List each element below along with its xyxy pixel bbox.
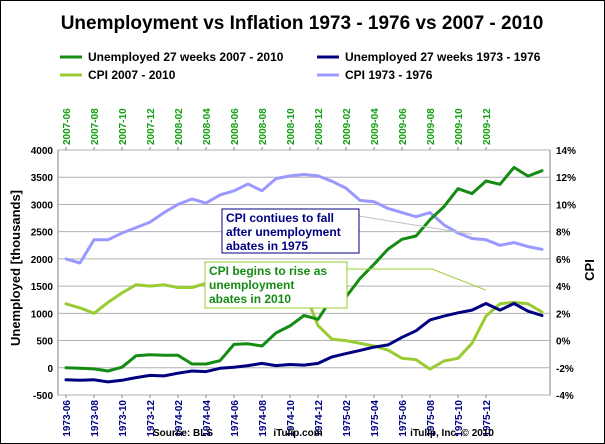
y-axis-left-label: Unemployed [thousands] <box>8 190 23 346</box>
x-top-tick-label: 2009-04 <box>370 108 381 145</box>
y-right-tick-label: 8% <box>556 228 571 239</box>
y-right-tick-label: 6% <box>556 255 571 266</box>
y-left-tick-label: 3000 <box>31 200 54 211</box>
x-bottom-tick-label: 1975-02 <box>342 400 353 437</box>
legend-label: Unemployed 27 weeks 2007 - 2010 <box>88 50 284 64</box>
annotation-leader <box>347 268 487 291</box>
y-right-tick-label: 14% <box>556 146 576 157</box>
y-axis-right-ticks: -4% -2% 0% 2% 4% 6% 8% 10% 12% 14% <box>556 146 576 402</box>
x-axis-top-ticks: 2007-06 2007-08 2007-10 2007-12 2008-02 2008-… <box>62 108 493 150</box>
annotation-leader <box>358 215 473 235</box>
series-lines <box>64 165 544 384</box>
x-axis-bottom-ticks: 1973-06 1973-08 1973-10 1973-12 1974-02 1974-… <box>62 395 493 437</box>
x-top-tick-label: 2009-12 <box>482 108 493 145</box>
x-top-tick-label: 2008-02 <box>174 108 185 145</box>
x-top-tick-label: 2009-08 <box>426 108 437 145</box>
x-bottom-tick-label: 1974-06 <box>230 400 241 437</box>
x-top-tick-label: 2008-04 <box>202 108 213 145</box>
x-top-tick-label: 2007-12 <box>146 108 157 145</box>
x-top-tick-label: 2008-06 <box>230 108 241 145</box>
annotation-text: CPI contiues to fall <box>226 211 334 225</box>
x-top-tick-label: 2008-10 <box>286 108 297 145</box>
y-left-tick-label: 1500 <box>31 282 54 293</box>
series-line-0 <box>64 165 544 373</box>
x-bottom-tick-label: 1975-12 <box>482 400 493 437</box>
annotation-box <box>221 208 360 254</box>
x-top-tick-label: 2009-02 <box>342 108 353 145</box>
x-top-tick-label: 2007-06 <box>62 108 73 145</box>
x-top-tick-label: 2009-06 <box>398 108 409 145</box>
legend-label: CPI 2007 - 2010 <box>88 68 176 82</box>
annotation-text: CPI begins to rise as <box>209 264 327 278</box>
x-bottom-tick-label: 1975-06 <box>398 400 409 437</box>
x-top-tick-label: 2008-08 <box>258 108 269 145</box>
y-right-tick-label: 10% <box>556 200 576 211</box>
x-bottom-tick-label: 1974-04 <box>202 400 213 437</box>
x-top-tick-label: 2007-08 <box>90 108 101 145</box>
annotation-text: abates in 1975 <box>226 239 308 253</box>
x-bottom-tick-label: 1974-12 <box>314 400 325 437</box>
y-axis-right-label: CPI <box>582 259 597 281</box>
y-right-tick-label: 12% <box>556 173 576 184</box>
y-right-tick-label: 0% <box>556 337 571 348</box>
legend: Unemployed 27 weeks 2007 - 2010 Unemploye… <box>60 50 541 82</box>
x-bottom-tick-label: 1973-06 <box>62 400 73 437</box>
y-left-tick-label: -500 <box>33 391 53 402</box>
footer-copyright: iTulip, Inc. © 2010 <box>410 428 494 439</box>
y-left-tick-label: 1000 <box>31 309 54 320</box>
y-right-tick-label: -4% <box>556 391 574 402</box>
x-bottom-tick-label: 1973-10 <box>118 400 129 437</box>
legend-label: Unemployed 27 weeks 1973 - 1976 <box>345 50 541 64</box>
annotation-box <box>204 261 348 309</box>
series-line-1 <box>64 302 544 384</box>
footer-site: iTulip.com <box>273 428 322 439</box>
x-bottom-tick-label: 1975-08 <box>426 400 437 437</box>
x-bottom-tick-label: 1973-12 <box>146 400 157 437</box>
annotation-text: after unemployment <box>226 225 341 239</box>
gridlines <box>58 149 550 396</box>
x-bottom-tick-label: 1973-08 <box>90 400 101 437</box>
x-bottom-tick-label: 1975-10 <box>454 400 465 437</box>
y-left-tick-label: 0 <box>47 364 53 375</box>
x-top-tick-label: 2008-12 <box>314 108 325 145</box>
x-top-tick-label: 2009-10 <box>454 108 465 145</box>
y-right-tick-label: 2% <box>556 309 571 320</box>
y-right-tick-label: 4% <box>556 282 571 293</box>
y-left-tick-label: 500 <box>36 337 53 348</box>
y-left-tick-label: 2500 <box>31 228 54 239</box>
x-bottom-tick-label: 1974-02 <box>174 400 185 437</box>
y-right-tick-label: -2% <box>556 364 574 375</box>
x-bottom-tick-label: 1975-04 <box>370 400 381 437</box>
series-line-3 <box>64 173 544 265</box>
y-left-tick-label: 2000 <box>31 255 54 266</box>
y-axis-left-ticks: -500 0 500 1000 1500 2000 2500 3000 3500 4000 <box>31 146 54 402</box>
y-left-tick-label: 4000 <box>31 146 54 157</box>
footer-source: Source: BLS <box>153 428 213 439</box>
annotation-text: unemployment <box>209 278 294 292</box>
legend-label: CPI 1973 - 1976 <box>345 68 433 82</box>
chart-title: Unemployment vs Inflation 1973 - 1976 vs… <box>61 13 544 34</box>
x-bottom-tick-label: 1974-10 <box>286 400 297 437</box>
annotation-text: abates in 2010 <box>209 292 291 306</box>
x-top-tick-label: 2007-10 <box>118 108 129 145</box>
y-left-tick-label: 3500 <box>31 173 54 184</box>
x-bottom-tick-label: 1974-08 <box>258 400 269 437</box>
